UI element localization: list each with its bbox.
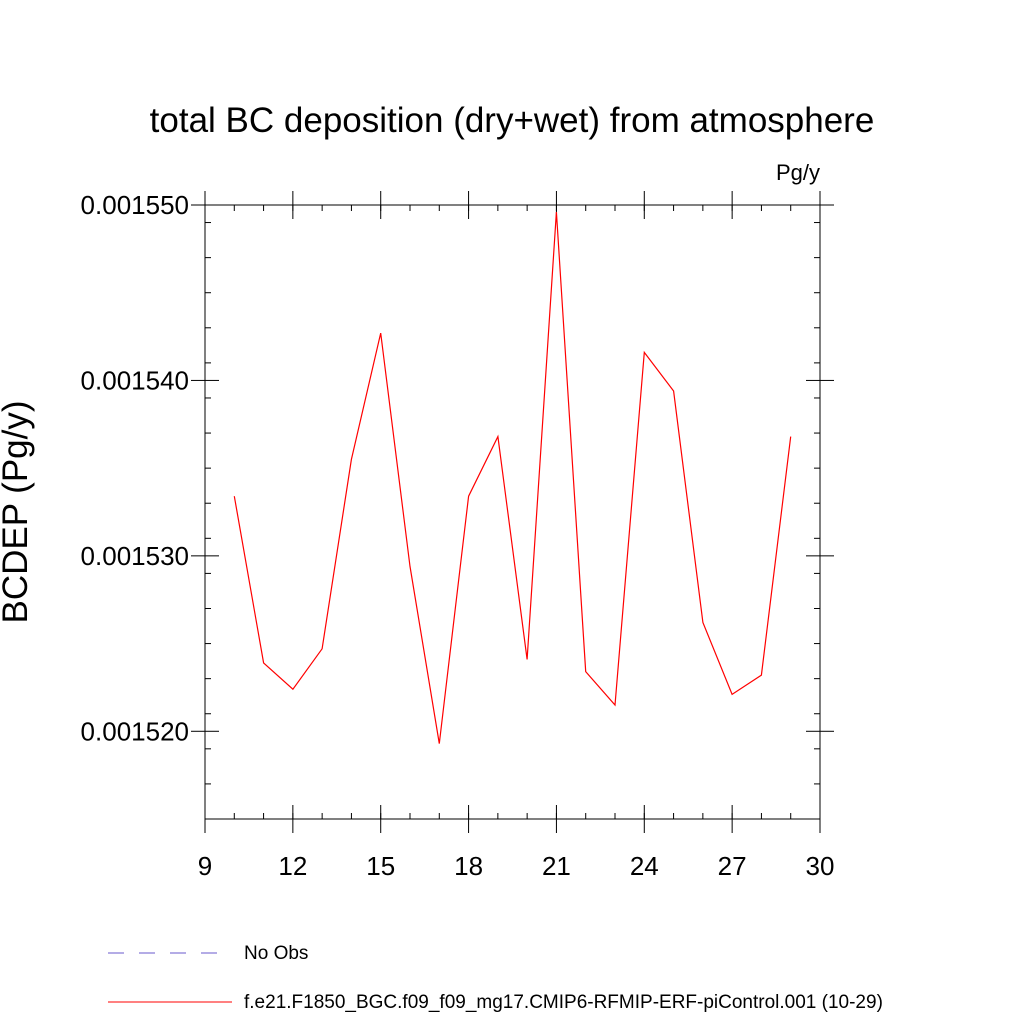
x-tick-label: 15 bbox=[366, 851, 395, 881]
y-axis bbox=[191, 204, 834, 820]
x-tick-labels: 9 12 15 18 21 24 27 30 bbox=[198, 851, 835, 881]
y-tick-label: 0.001550 bbox=[81, 190, 189, 220]
x-tick-label: 18 bbox=[454, 851, 483, 881]
y-tick-label: 0.001540 bbox=[81, 365, 189, 395]
y-tick-labels: 0.001520 0.001530 0.001540 0.001550 bbox=[81, 190, 189, 746]
y-tick-label: 0.001530 bbox=[81, 541, 189, 571]
units-label: Pg/y bbox=[776, 160, 820, 185]
x-tick-label: 21 bbox=[542, 851, 571, 881]
x-tick-label: 12 bbox=[278, 851, 307, 881]
series-line-0 bbox=[233, 211, 792, 744]
y-tick-label: 0.001520 bbox=[81, 716, 189, 746]
legend-label: f.e21.F1850_BGC.f09_f09_mg17.CMIP6-RFMIP… bbox=[244, 992, 883, 1013]
x-tick-label: 27 bbox=[718, 851, 747, 881]
x-tick-label: 30 bbox=[806, 851, 835, 881]
plot-frame bbox=[204, 204, 821, 820]
series-layer bbox=[233, 211, 792, 744]
legend: No Obs f.e21.F1850_BGC.f09_f09_mg17.CMIP6… bbox=[108, 943, 883, 1013]
chart-title: total BC deposition (dry+wet) from atmos… bbox=[150, 101, 875, 140]
y-axis-title: BCDEP (Pg/y) bbox=[0, 400, 35, 623]
x-tick-label: 24 bbox=[630, 851, 659, 881]
legend-label: No Obs bbox=[244, 943, 308, 964]
x-axis bbox=[204, 191, 821, 833]
x-tick-label: 9 bbox=[198, 851, 212, 881]
